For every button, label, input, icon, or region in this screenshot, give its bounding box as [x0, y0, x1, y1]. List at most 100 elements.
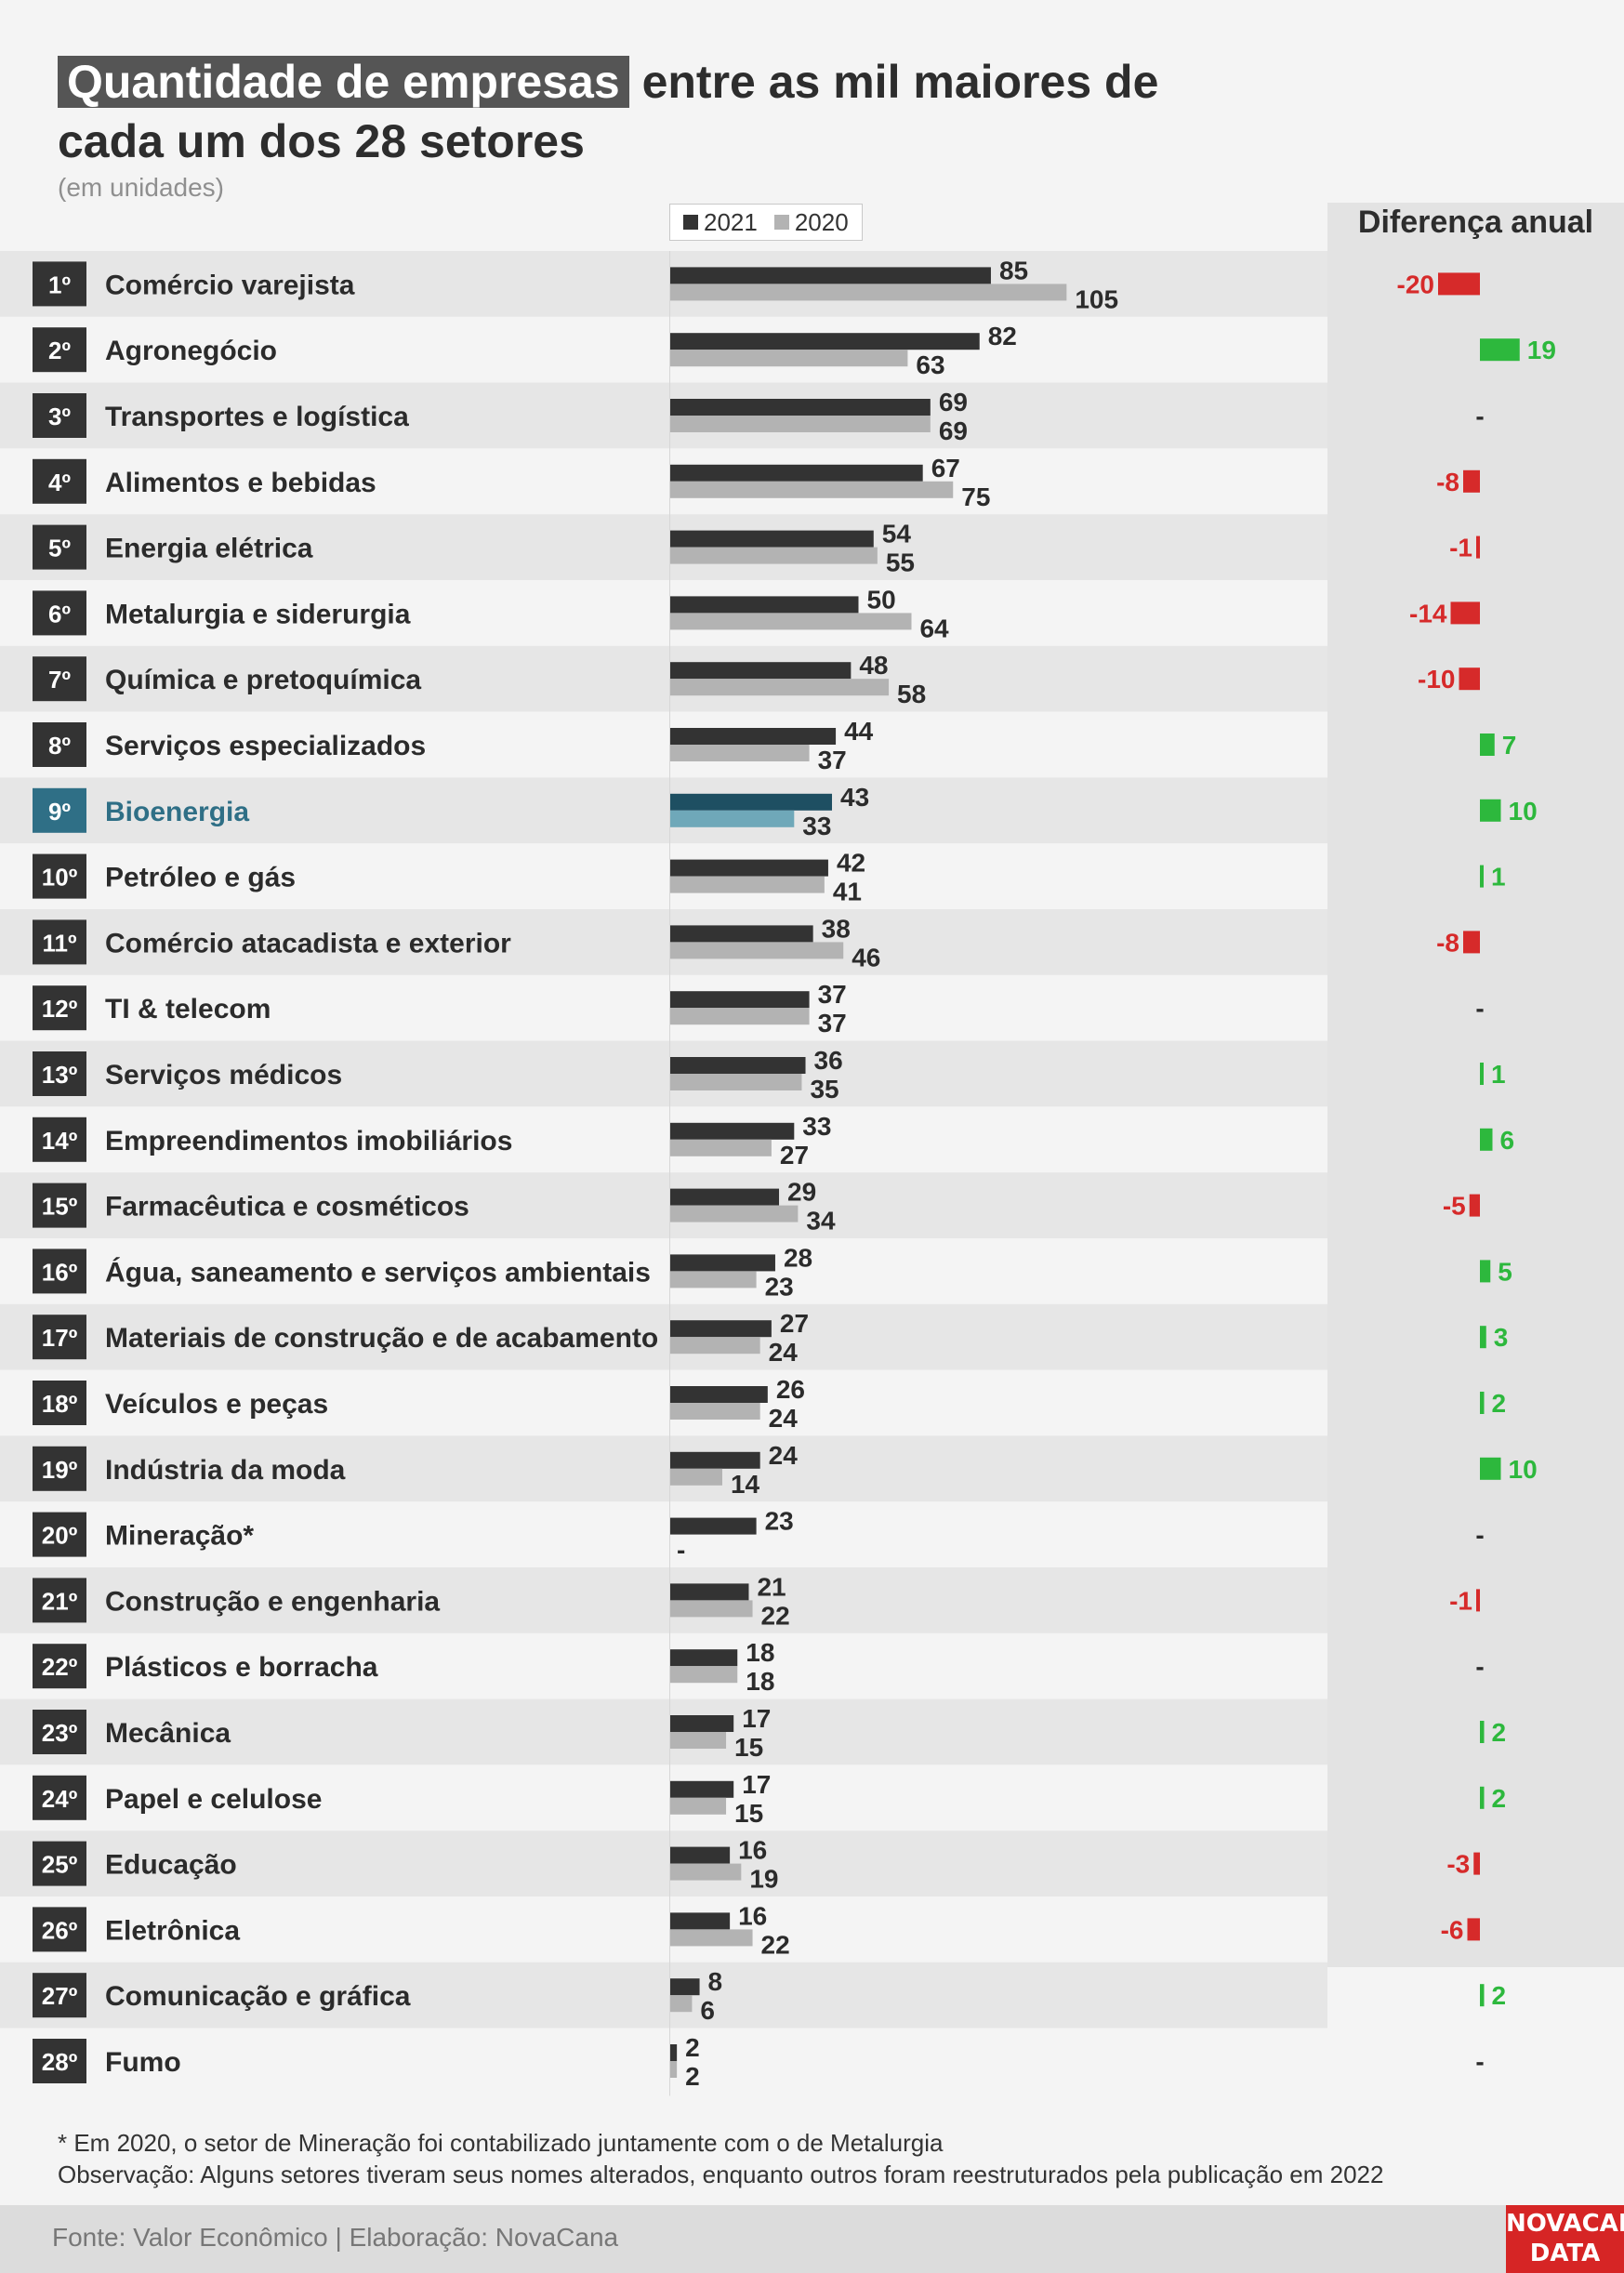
diff-bar-negative	[1463, 469, 1480, 493]
value-label-2021: 43	[840, 783, 869, 812]
value-label-2021: 24	[769, 1441, 799, 1470]
diff-label: 2	[1492, 1389, 1507, 1418]
bar-2021	[669, 1386, 768, 1403]
rank-badge	[33, 1775, 86, 1820]
sector-name: Eletrônica	[105, 1915, 240, 1946]
rank-badge	[33, 1841, 86, 1886]
bar-2020	[669, 1666, 738, 1684]
sector-name: Serviços especializados	[105, 731, 426, 761]
value-label-2021: 16	[738, 1836, 767, 1865]
diff-label: 10	[1509, 1455, 1538, 1484]
chart-subtitle: (em unidades)	[58, 173, 224, 202]
bar-2021	[669, 2044, 678, 2061]
diff-label: -14	[1409, 599, 1447, 628]
sector-name: Indústria da moda	[105, 1455, 346, 1486]
bar-2021	[669, 1780, 734, 1798]
rank-label: 28º	[42, 2048, 78, 2076]
chart-header: Quantidade de empresas entre as mil maio…	[58, 52, 1359, 203]
value-label-2021: 27	[780, 1309, 809, 1338]
bar-2020	[669, 1863, 742, 1881]
bar-2021	[669, 464, 923, 482]
value-label-2021: 21	[757, 1572, 786, 1601]
value-label-2020: 2	[685, 2062, 700, 2091]
diff-label: -3	[1446, 1850, 1470, 1879]
value-label-2020: 69	[939, 416, 968, 445]
row-band	[0, 514, 1327, 580]
sector-name: Construção e engenharia	[105, 1586, 440, 1617]
bar-2021	[669, 1978, 700, 1996]
row-band	[0, 1040, 1327, 1107]
row-band	[0, 448, 1327, 515]
rank-label: 14º	[42, 1127, 78, 1155]
diff-label: -1	[1449, 1586, 1472, 1615]
rank-badge	[33, 1644, 86, 1689]
diff-bar-negative	[1463, 931, 1480, 954]
rank-label: 4º	[48, 469, 71, 496]
chart-title-rest: entre as mil maiores de	[641, 56, 1159, 108]
value-label-2020: 37	[818, 746, 847, 774]
rank-label: 1º	[48, 271, 71, 298]
value-label-2021: 18	[746, 1638, 774, 1667]
sector-name: Mineração*	[105, 1521, 254, 1552]
rank-badge	[33, 1512, 86, 1557]
rank-badge	[33, 327, 86, 373]
rank-label: 9º	[48, 798, 71, 826]
sector-name: Metalurgia e siderurgia	[105, 599, 411, 629]
value-label-2020: 63	[916, 350, 944, 379]
sector-name: Educação	[105, 1850, 237, 1881]
row-band	[0, 1764, 1327, 1831]
row-band	[0, 1106, 1327, 1173]
row-band	[0, 1369, 1327, 1436]
diff-label: -1	[1449, 534, 1472, 562]
rank-badge	[33, 1117, 86, 1162]
row-band	[0, 1567, 1327, 1633]
rank-badge	[33, 656, 86, 702]
bar-2020	[669, 679, 890, 696]
bar-axis-line	[669, 251, 670, 2096]
value-label-2021: 17	[742, 1704, 771, 1733]
rank-label: 25º	[42, 1851, 78, 1879]
rank-label: 23º	[42, 1719, 78, 1747]
chart-title-highlight: Quantidade de empresas	[58, 56, 629, 108]
value-label-2020: 18	[746, 1667, 774, 1696]
chart-title-line-2: cada um dos 28 setores	[58, 115, 585, 167]
rank-label: 27º	[42, 1982, 78, 2010]
bar-2021	[669, 1846, 731, 1864]
rank-label: 5º	[48, 535, 71, 562]
footer-bar: Fonte: Valor Econômico | Elaboração: Nov…	[0, 2205, 1624, 2273]
diff-label: -8	[1436, 928, 1459, 957]
value-label-2021: 38	[822, 914, 851, 943]
row-band	[0, 1435, 1327, 1502]
rank-label: 2º	[48, 337, 71, 364]
row-band	[0, 711, 1327, 778]
rank-label: 18º	[42, 1390, 78, 1418]
value-label-2021: 48	[859, 651, 888, 680]
rank-badge	[33, 1446, 86, 1491]
value-label-2021: 33	[802, 1112, 831, 1141]
rank-label: 16º	[42, 1258, 78, 1286]
bar-2020	[669, 613, 912, 630]
bar-2020	[669, 1337, 760, 1355]
row-band	[0, 645, 1327, 712]
value-label-2020: 6	[700, 1996, 715, 2025]
sector-name: Comércio varejista	[105, 270, 355, 300]
diff-label: -	[1475, 1652, 1484, 1681]
diff-label: -10	[1418, 665, 1455, 694]
bar-2021	[669, 1912, 731, 1930]
row-band	[0, 1172, 1327, 1238]
value-label-2020: 27	[780, 1141, 809, 1170]
bar-2020	[669, 1732, 727, 1749]
bar-2020	[669, 1205, 799, 1222]
value-label-2020: 24	[769, 1338, 799, 1367]
value-label-2021: 26	[776, 1375, 805, 1404]
bar-2020	[669, 1008, 810, 1025]
diff-label: -	[1475, 402, 1484, 430]
diff-bar-positive	[1480, 338, 1520, 362]
bar-2021	[669, 1583, 749, 1601]
sector-name: Veículos e peças	[105, 1389, 328, 1420]
rank-badge	[33, 787, 86, 833]
rank-label: 22º	[42, 1653, 78, 1681]
rank-badge	[33, 853, 86, 899]
rank-badge	[33, 261, 86, 307]
value-label-2021: 42	[837, 849, 865, 878]
